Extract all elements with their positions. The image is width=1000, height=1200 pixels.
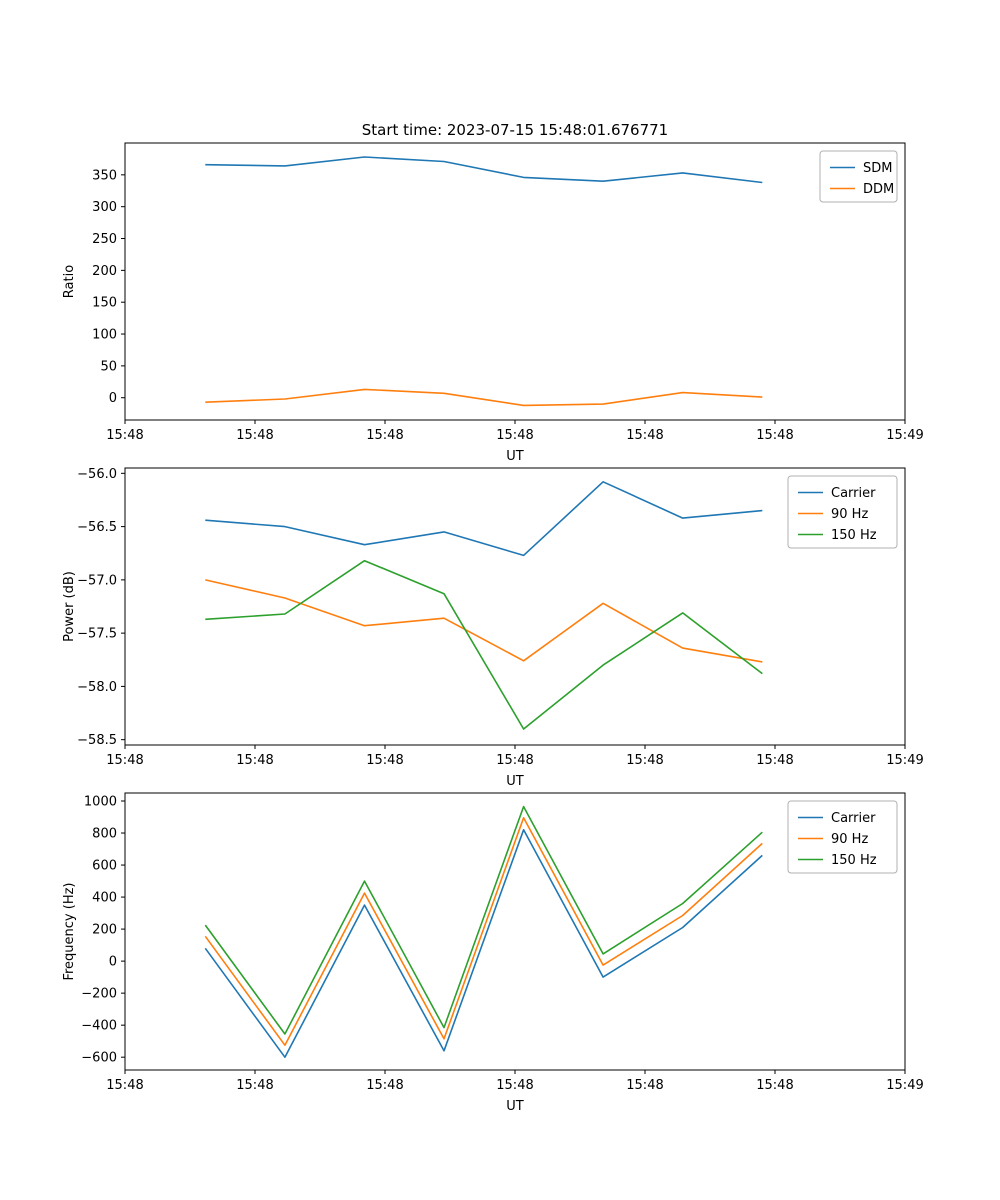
y-tick-label: 350 (92, 168, 117, 183)
x-tick-label: 15:48 (366, 1078, 403, 1093)
x-tick-label: 15:48 (496, 1078, 533, 1093)
legend-label: 90 Hz (831, 832, 868, 847)
series-line-carrier (204, 828, 763, 1058)
legend-box (787, 800, 898, 874)
series-line-150-hz (205, 559, 763, 730)
y-tick-label: 400 (92, 891, 117, 906)
series-line-150-hz (204, 805, 763, 1035)
legend: Carrier 90 Hz 150 Hz (787, 475, 898, 549)
y-tick-label: 200 (92, 264, 117, 279)
x-tick-label: 15:48 (366, 428, 403, 443)
y-tick-label: 200 (92, 923, 117, 938)
y-tick-label: −56.5 (77, 520, 117, 535)
legend-label: DDM (863, 182, 894, 197)
x-tick-label: 15:48 (756, 753, 793, 768)
y-axis-label: Frequency (Hz) (62, 882, 77, 980)
x-tick-label: 15:48 (756, 1078, 793, 1093)
x-tick-label: 15:49 (886, 753, 923, 768)
series-line-90-hz (204, 816, 763, 1046)
legend: SDM DDM (819, 150, 898, 203)
figure-title: Start time: 2023-07-15 15:48:01.676771 (361, 121, 669, 139)
x-tick-label: 15:48 (236, 428, 273, 443)
x-axis-label: UT (506, 1099, 524, 1114)
legend-label: Carrier (831, 811, 876, 826)
y-axis-label: Ratio (62, 265, 77, 298)
y-tick-label: −56.0 (77, 467, 117, 482)
legend-label: SDM (863, 161, 892, 176)
x-tick-label: 15:48 (756, 428, 793, 443)
x-tick-label: 15:48 (496, 428, 533, 443)
x-axis-label: UT (506, 774, 524, 789)
legend-label: 150 Hz (831, 853, 877, 868)
y-tick-label: 0 (109, 391, 117, 406)
y-tick-label: 100 (92, 328, 117, 343)
series-line-ddm (205, 388, 763, 407)
x-tick-label: 15:49 (886, 1078, 923, 1093)
y-tick-label: 250 (92, 232, 117, 247)
legend: Carrier 90 Hz 150 Hz (787, 800, 898, 874)
legend-label: Carrier (831, 486, 876, 501)
x-tick-label: 15:48 (366, 753, 403, 768)
y-tick-label: 800 (92, 827, 117, 842)
chart-2: 15:48 15:48 15:48 15:48 15:48 15:48 15:49 −600 −… (62, 792, 924, 1114)
x-tick-label: 15:48 (626, 1078, 663, 1093)
y-tick-label: 150 (92, 296, 117, 311)
legend-box (787, 475, 898, 549)
x-tick-label: 15:48 (236, 753, 273, 768)
x-tick-label: 15:48 (106, 753, 143, 768)
x-tick-label: 15:48 (626, 753, 663, 768)
x-tick-label: 15:48 (236, 1078, 273, 1093)
y-tick-label: −58.0 (77, 680, 117, 695)
legend-label: 150 Hz (831, 528, 877, 543)
series-line-sdm (205, 156, 763, 184)
x-axis-label: UT (506, 449, 524, 464)
legend-label: 90 Hz (831, 507, 868, 522)
y-tick-label: −58.5 (77, 733, 117, 748)
x-tick-label: 15:48 (106, 1078, 143, 1093)
y-tick-label: −600 (81, 1051, 117, 1066)
y-tick-label: −200 (81, 987, 117, 1002)
chart-0: 15:48 15:48 15:48 15:48 15:48 15:48 15:49 0 50 10… (62, 142, 924, 464)
y-axis-label: Power (dB) (62, 571, 77, 642)
series-line-carrier (205, 480, 763, 557)
y-tick-label: −57.0 (77, 573, 117, 588)
x-tick-label: 15:48 (496, 753, 533, 768)
y-tick-label: 300 (92, 200, 117, 215)
y-tick-label: 600 (92, 859, 117, 874)
y-tick-label: 0 (109, 955, 117, 970)
chart-1: 15:48 15:48 15:48 15:48 15:48 15:48 15:49 −58.5… (62, 467, 924, 789)
y-tick-label: −57.5 (77, 627, 117, 642)
y-tick-label: −400 (81, 1019, 117, 1034)
y-tick-label: 1000 (84, 795, 117, 810)
x-tick-label: 15:48 (626, 428, 663, 443)
x-tick-label: 15:49 (886, 428, 923, 443)
y-tick-label: 50 (100, 359, 117, 374)
axes-frame (124, 142, 906, 421)
series-line-90-hz (205, 579, 763, 663)
x-tick-label: 15:48 (106, 428, 143, 443)
